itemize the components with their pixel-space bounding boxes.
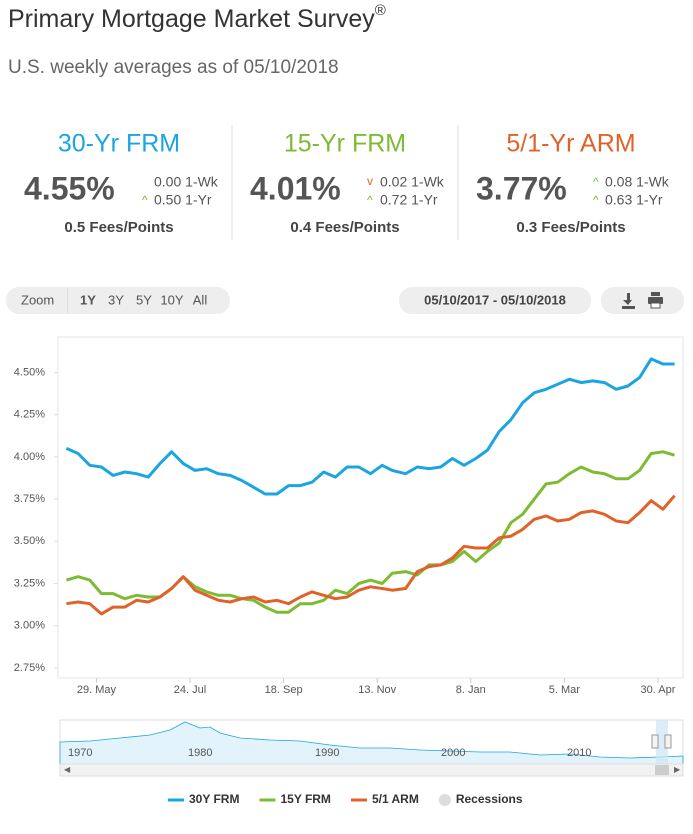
stat-week: 0.00 1-Wk: [154, 174, 219, 190]
legend-label[interactable]: 5/1 ARM: [372, 792, 419, 806]
legend-label[interactable]: 30Y FRM: [189, 792, 239, 806]
x-tick-label: 5. Mar: [549, 684, 581, 696]
navigator-handle[interactable]: [664, 734, 672, 749]
x-tick-label: 29. May: [77, 684, 117, 696]
stat-fees: 0.3 Fees/Points: [516, 219, 625, 236]
scrollbar-thumb[interactable]: [655, 765, 669, 775]
stat-week: 0.02 1-Wk: [380, 174, 445, 190]
title-text: Primary Mortgage Market Survey: [8, 5, 375, 33]
zoom-sep: [67, 288, 68, 313]
zoom-button[interactable]: 1Y: [80, 292, 96, 307]
title-mark: ®: [375, 2, 386, 19]
download-icon[interactable]: [622, 293, 635, 309]
stat-year: 0.72 1-Yr: [380, 192, 438, 208]
stat-rate: 3.77%: [476, 170, 567, 206]
zoom-button[interactable]: All: [193, 292, 208, 307]
x-tick-label: 13. Nov: [358, 684, 396, 696]
y-tick-label: 3.75%: [14, 493, 45, 505]
x-tick-label: 24. Jul: [174, 684, 206, 696]
y-tick-label: 3.25%: [14, 577, 45, 589]
tools-box: [601, 287, 684, 314]
y-tick-label: 4.25%: [14, 409, 45, 421]
scroll-right[interactable]: ▶: [674, 765, 681, 774]
x-tick-label: 30. Apr: [641, 684, 676, 696]
navigator-label: 2010: [567, 747, 591, 759]
stat-week: 0.08 1-Wk: [605, 174, 670, 190]
zoom-button[interactable]: 5Y: [136, 292, 152, 307]
x-tick-label: 18. Sep: [265, 684, 303, 696]
navigator-handle[interactable]: [651, 734, 659, 749]
navigator-series: [59, 721, 684, 765]
arrow-down: v: [367, 174, 373, 188]
arrow-up: ^: [593, 193, 599, 207]
stat-fees: 0.4 Fees/Points: [290, 219, 399, 236]
navigator-window[interactable]: [656, 720, 668, 764]
y-tick-label: 3.50%: [14, 535, 45, 547]
stat-year: 0.50 1-Yr: [154, 192, 212, 208]
stat-name: 5/1-Yr ARM: [506, 130, 635, 158]
legend-label[interactable]: 15Y FRM: [280, 792, 330, 806]
subtitle: U.S. weekly averages as of 05/10/2018: [8, 57, 339, 78]
arrow-up: ^: [367, 193, 373, 207]
y-tick-label: 4.00%: [14, 451, 45, 463]
arrow-up: ^: [142, 193, 148, 207]
zoom-button[interactable]: 10Y: [160, 292, 183, 307]
legend-label[interactable]: Recessions: [456, 792, 523, 806]
scroll-left[interactable]: ◀: [64, 765, 71, 774]
series-line: [65, 357, 675, 496]
y-tick-label: 3.00%: [14, 620, 45, 632]
y-tick-label: 4.50%: [14, 366, 45, 378]
navigator-label: 1990: [315, 747, 339, 759]
stat-rate: 4.55%: [24, 170, 115, 206]
stat-name: 30-Yr FRM: [58, 130, 180, 158]
stat-rate: 4.01%: [250, 170, 341, 206]
scrollbar[interactable]: [59, 763, 684, 777]
navigator-label: 1980: [188, 747, 212, 759]
zoom-button[interactable]: 3Y: [108, 292, 124, 307]
stat-name: 15-Yr FRM: [284, 130, 406, 158]
plot-area: [57, 336, 684, 679]
stat-fees: 0.5 Fees/Points: [64, 219, 173, 236]
stat-year: 0.63 1-Yr: [605, 192, 663, 208]
zoom-bar: [6, 287, 230, 314]
zoom-label: Zoom: [21, 292, 54, 307]
range-box[interactable]: [399, 287, 591, 314]
print-icon[interactable]: [648, 292, 663, 309]
navigator-label: 2000: [441, 747, 465, 759]
x-tick-label: 8. Jan: [456, 684, 486, 696]
series-line: [66, 494, 676, 616]
legend-swatch: [438, 794, 451, 806]
y-tick-label: 2.75%: [14, 662, 45, 674]
navigator-label: 1970: [68, 747, 92, 759]
title: Primary Mortgage Market Survey®: [8, 2, 386, 33]
arrow-up: ^: [593, 175, 599, 189]
range-text: 05/10/2017 - 05/10/2018: [424, 292, 566, 307]
